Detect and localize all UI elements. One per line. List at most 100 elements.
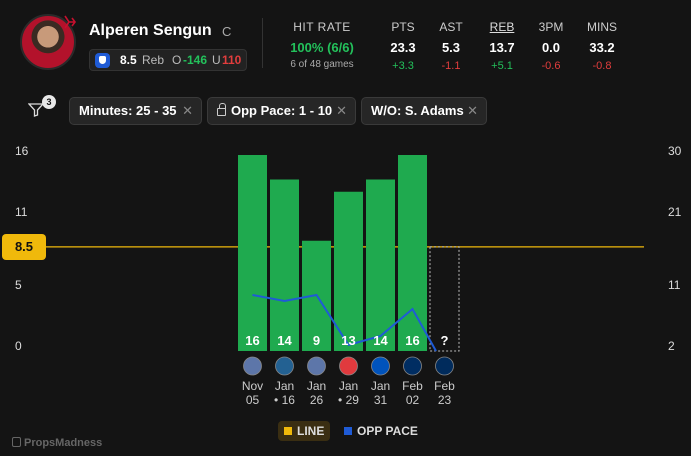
stat-col-pts[interactable]: PTS 23.3 +3.3 (376, 20, 430, 72)
y-tick-left: 16 (15, 144, 29, 158)
bar-value-label: 16 (405, 333, 419, 348)
close-icon[interactable]: ✕ (182, 103, 193, 118)
over-label: O (172, 53, 182, 67)
stat-diff: +5.1 (491, 60, 513, 72)
x-tick-month: Nov (242, 379, 263, 393)
opponent-logo-icon (371, 356, 390, 376)
bar-value-label: 14 (373, 333, 388, 348)
bar-value-label: 9 (313, 333, 320, 348)
stat-col-mins[interactable]: MINS 33.2 -0.8 (575, 20, 629, 72)
x-tick-day: 02 (406, 393, 420, 407)
stat-value: 13.7 (489, 40, 515, 55)
x-tick-month: Jan (339, 379, 358, 393)
bar-pending-6[interactable] (429, 246, 460, 352)
filter-chip-label: W/O: S. Adams (371, 103, 464, 118)
x-tick-month: Jan (275, 379, 294, 393)
y-tick-right: 2 (668, 339, 675, 353)
brand-icon (12, 437, 21, 447)
line-value-badge: 8.5 (2, 234, 46, 260)
player-position: C (222, 24, 232, 39)
y-tick-right: 30 (668, 144, 682, 158)
stat-label: AST (439, 20, 463, 34)
filter-chip-label: Opp Pace: 1 - 10 (231, 103, 333, 118)
stat-col-ast[interactable]: AST 5.3 -1.1 (424, 20, 478, 72)
y-tick-right: 11 (668, 278, 681, 292)
sportsbook-icon (95, 53, 110, 68)
stat-col-3pm[interactable]: 3PM 0.0 -0.6 (524, 20, 578, 72)
brand-name: PropsMadness (24, 437, 103, 449)
close-icon[interactable]: ✕ (467, 103, 478, 118)
x-tick-day: 23 (438, 393, 452, 407)
filter-chip-minutes[interactable]: Minutes: 25 - 35 ✕ (69, 97, 202, 125)
bar-3[interactable] (334, 191, 363, 351)
stat-col-reb[interactable]: REB 13.7 +5.1 (475, 20, 529, 72)
legend-opp-pace[interactable]: OPP PACE (344, 421, 418, 441)
opponent-logo-icon (435, 356, 454, 376)
legend-swatch (344, 427, 352, 435)
legend-swatch (284, 427, 292, 435)
opponent-logo-icon (243, 356, 262, 376)
player-header: Alperen Sengun C 8.5 Reb O -146 U 110 HI… (0, 0, 691, 86)
team-logo-icon (62, 14, 78, 30)
x-tick-day: • 16 (274, 393, 295, 407)
opponent-logo-icon (339, 356, 358, 376)
x-tick-month: Jan (371, 379, 390, 393)
under-odds: 110 (222, 53, 242, 67)
stat-diff: -0.8 (592, 60, 612, 72)
player-name[interactable]: Alperen Sengun (89, 22, 212, 39)
prop-line-box[interactable]: 8.5 Reb O -146 U 110 (89, 49, 247, 71)
bar-1[interactable] (270, 179, 299, 352)
y-tick-left: 0 (15, 339, 22, 353)
filter-chip-opp-pace[interactable]: Opp Pace: 1 - 10 ✕ (207, 97, 356, 125)
header-divider (262, 18, 263, 68)
legend-line[interactable]: LINE (278, 421, 330, 441)
opp-pace-line (252, 293, 437, 352)
x-tick-day: • 29 (338, 393, 359, 407)
stat-label: MINS (587, 20, 617, 34)
bar-value-label: 16 (245, 333, 259, 348)
under-label: U (212, 53, 221, 67)
filter-chip-label: Minutes: 25 - 35 (79, 103, 177, 118)
y-tick-left: 11 (15, 205, 28, 219)
stat-label: 3PM (538, 20, 564, 34)
y-tick-left: 5 (15, 278, 22, 292)
bar-value-label: 13 (341, 333, 355, 348)
hit-rate-value: 100% (6/6) (290, 40, 354, 55)
y-tick-right: 21 (668, 205, 682, 219)
stat-diff: +3.3 (392, 60, 414, 72)
x-tick-day: 26 (310, 393, 324, 407)
stat-value: 5.3 (441, 40, 461, 55)
stat-value: 0.0 (541, 40, 561, 55)
stat-value: 33.2 (589, 40, 615, 55)
x-tick-month: Jan (307, 379, 326, 393)
hit-rate-label: HIT RATE (293, 20, 351, 34)
opponent-logo-icon (403, 356, 422, 376)
bar-value-label: 14 (277, 333, 292, 348)
opponent-logo-icon (307, 356, 326, 376)
stat-value: 23.3 (390, 40, 416, 55)
x-tick-day: 05 (246, 393, 260, 407)
x-tick-month: Feb (402, 379, 423, 393)
prop-stat-label: Reb (142, 53, 165, 67)
x-tick-day: 31 (374, 393, 388, 407)
filter-chip-without[interactable]: W/O: S. Adams ✕ (361, 97, 487, 125)
close-icon[interactable]: ✕ (336, 103, 347, 118)
hit-rate-sub: 6 of 48 games (290, 59, 354, 70)
stat-diff: -0.6 (541, 60, 561, 72)
player-avatar (20, 14, 76, 70)
bar-value-label: ? (441, 333, 449, 348)
bar-4[interactable] (366, 179, 395, 352)
prop-line-value: 8.5 (120, 53, 137, 67)
opponent-logo-icon (275, 356, 294, 376)
stat-diff: -1.1 (441, 60, 461, 72)
stat-label: PTS (391, 20, 415, 34)
stat-label: REB (489, 20, 515, 34)
brand-watermark: PropsMadness (12, 436, 102, 449)
legend-label: OPP PACE (357, 424, 418, 438)
filter-count-badge: 3 (42, 95, 56, 109)
bar-5[interactable] (398, 155, 427, 351)
bar-0[interactable] (238, 155, 267, 351)
legend-label: LINE (297, 424, 325, 438)
filter-bar: 3 Minutes: 25 - 35 ✕ Opp Pace: 1 - 10 ✕ … (0, 95, 691, 127)
